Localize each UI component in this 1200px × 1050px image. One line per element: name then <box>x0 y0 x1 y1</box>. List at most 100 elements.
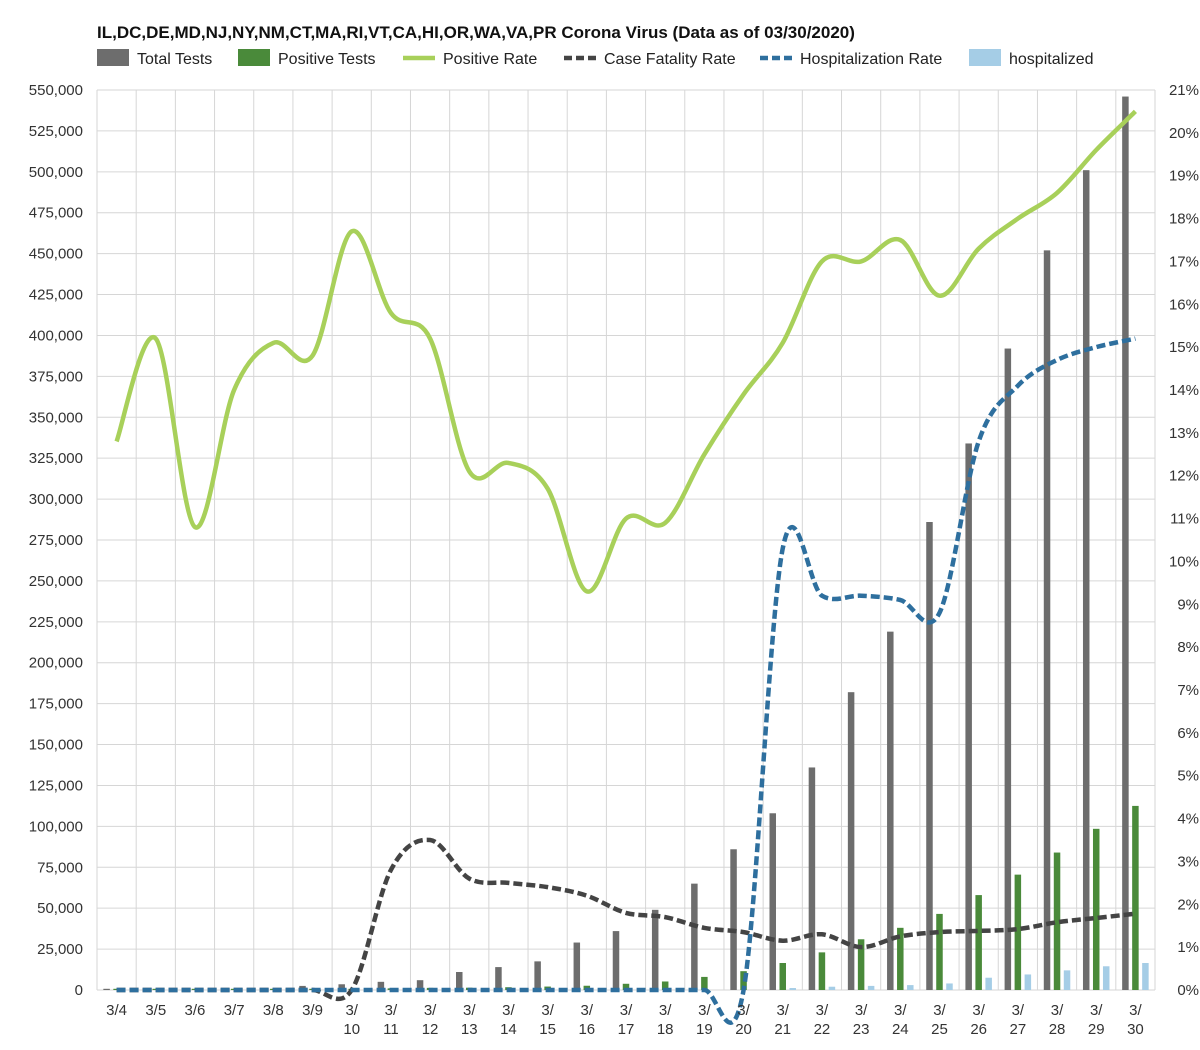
x-tick-label: 3/10 <box>343 1002 360 1038</box>
legend-item-hospitalization-rate: Hospitalization Rate <box>760 51 942 68</box>
bar-total-tests <box>573 942 581 990</box>
bar-total-tests <box>534 961 541 990</box>
x-tick-label: 3/21 <box>774 1002 791 1038</box>
bar-total-tests <box>965 443 972 990</box>
y-tick-label: 25,000 <box>37 941 83 958</box>
x-tick-label: 3/18 <box>657 1002 674 1038</box>
y2-tick-label: 9% <box>1177 596 1199 613</box>
y2-tick-label: 19% <box>1169 168 1199 185</box>
x-tick-label: 3/20 <box>735 1002 752 1038</box>
y2-tick-label: 18% <box>1169 211 1199 228</box>
bar-hospitalized <box>789 988 796 990</box>
bar-positive-tests <box>1092 828 1100 990</box>
bar-hospitalized <box>907 985 914 990</box>
x-tick-label: 3/25 <box>931 1002 948 1038</box>
x-tick-label: 3/17 <box>618 1002 635 1038</box>
legend-item-case-fatality-rate: Case Fatality Rate <box>564 51 736 68</box>
bar-positive-tests <box>113 988 120 990</box>
x-tick-label: 3/7 <box>224 1002 245 1019</box>
lines <box>114 109 1137 1025</box>
bar-total-tests <box>1122 96 1129 990</box>
bar-positive-tests <box>622 983 630 990</box>
line-positive-rate <box>114 109 1137 594</box>
y-tick-label: 0 <box>75 982 83 999</box>
bar-total-tests <box>612 931 620 990</box>
y2-tick-label: 14% <box>1169 382 1199 399</box>
bar-hospitalized <box>1142 963 1149 990</box>
y2-tick-label: 13% <box>1169 425 1199 442</box>
bar-hospitalized <box>1102 966 1110 990</box>
x-tick-label: 3/19 <box>696 1002 713 1038</box>
bar-total-tests <box>808 767 816 990</box>
bar-total-tests <box>1043 250 1051 990</box>
legend-item-hospitalized: hospitalized <box>969 49 1094 68</box>
bar-positive-tests <box>857 939 865 990</box>
y2-tick-label: 8% <box>1177 639 1199 656</box>
legend-label: Total Tests <box>137 51 212 68</box>
x-tick-label: 3/5 <box>145 1002 166 1019</box>
y-tick-label: 375,000 <box>29 368 83 385</box>
y-tick-label: 400,000 <box>29 327 83 344</box>
y-tick-label: 50,000 <box>37 900 83 917</box>
bar-positive-tests <box>1132 805 1139 990</box>
y2-tick-label: 17% <box>1169 253 1199 270</box>
legend-item-positive-rate: Positive Rate <box>403 51 537 68</box>
y-axis-left: 0 25,000 50,000 75,000 100,000 125,000 150,000… <box>29 82 83 999</box>
line-hospitalization-rate <box>116 336 1136 1025</box>
x-tick-label: 3/15 <box>539 1002 556 1038</box>
x-tick-label: 3/8 <box>263 1002 284 1019</box>
y2-tick-label: 20% <box>1169 125 1199 142</box>
y2-tick-label: 15% <box>1169 339 1199 356</box>
y2-tick-label: 12% <box>1169 468 1199 485</box>
bar-positive-tests <box>975 895 982 990</box>
x-tick-label: 3/13 <box>461 1002 478 1038</box>
y2-tick-label: 0% <box>1177 982 1199 999</box>
y-tick-label: 300,000 <box>29 491 83 508</box>
x-tick-label: 3/27 <box>1010 1002 1027 1038</box>
legend-swatch <box>97 49 129 66</box>
legend-label: Hospitalization Rate <box>800 51 942 68</box>
bar-hospitalized <box>985 977 992 990</box>
y2-tick-label: 2% <box>1177 896 1199 913</box>
x-tick-label: 3/9 <box>302 1002 323 1019</box>
x-tick-label: 3/16 <box>578 1002 595 1038</box>
bar-total-tests <box>769 813 776 990</box>
y2-tick-label: 16% <box>1169 296 1199 313</box>
x-tick-label: 3/14 <box>500 1002 517 1038</box>
x-tick-label: 3/6 <box>185 1002 206 1019</box>
x-tick-label: 3/23 <box>853 1002 870 1038</box>
bar-total-tests <box>887 631 894 990</box>
chart-title: IL,DC,DE,MD,NJ,NY,NM,CT,MA,RI,VT,CA,HI,O… <box>97 23 855 42</box>
y-tick-label: 100,000 <box>29 818 83 835</box>
y-tick-label: 125,000 <box>29 777 83 794</box>
y2-tick-label: 21% <box>1169 82 1199 99</box>
bar-total-tests <box>691 883 698 990</box>
y-tick-label: 550,000 <box>29 82 83 99</box>
y-tick-label: 325,000 <box>29 450 83 467</box>
bars <box>103 96 1149 991</box>
y-tick-label: 350,000 <box>29 409 83 426</box>
x-tick-label: 3/30 <box>1127 1002 1144 1038</box>
y-tick-label: 75,000 <box>37 859 83 876</box>
y2-tick-label: 5% <box>1177 768 1199 785</box>
bar-positive-tests <box>661 981 669 990</box>
legend-label: Positive Rate <box>443 51 537 68</box>
y2-tick-label: 7% <box>1177 682 1199 699</box>
x-tick-label: 3/22 <box>814 1002 831 1038</box>
bar-positive-tests <box>936 913 943 990</box>
bar-total-tests <box>456 972 463 990</box>
bar-total-tests <box>495 967 502 990</box>
x-tick-label: 3/11 <box>383 1002 399 1038</box>
y-axis-right: 0% 1% 2% 3% 4% 5% 6% 7% 8% 9% 10% 11% 12% 13% 14% 15% 16… <box>1169 82 1199 999</box>
bar-total-tests <box>103 988 110 990</box>
x-tick-label: 3/24 <box>892 1002 909 1038</box>
grid <box>96 89 1156 991</box>
y2-tick-label: 4% <box>1177 811 1199 828</box>
legend-swatch <box>238 49 270 66</box>
y2-tick-label: 3% <box>1177 853 1199 870</box>
y-tick-label: 500,000 <box>29 164 83 181</box>
x-tick-label: 3/29 <box>1088 1002 1105 1038</box>
bar-total-tests <box>926 522 933 990</box>
bar-total-tests <box>377 981 385 990</box>
legend-item-total-tests: Total Tests <box>97 49 212 68</box>
